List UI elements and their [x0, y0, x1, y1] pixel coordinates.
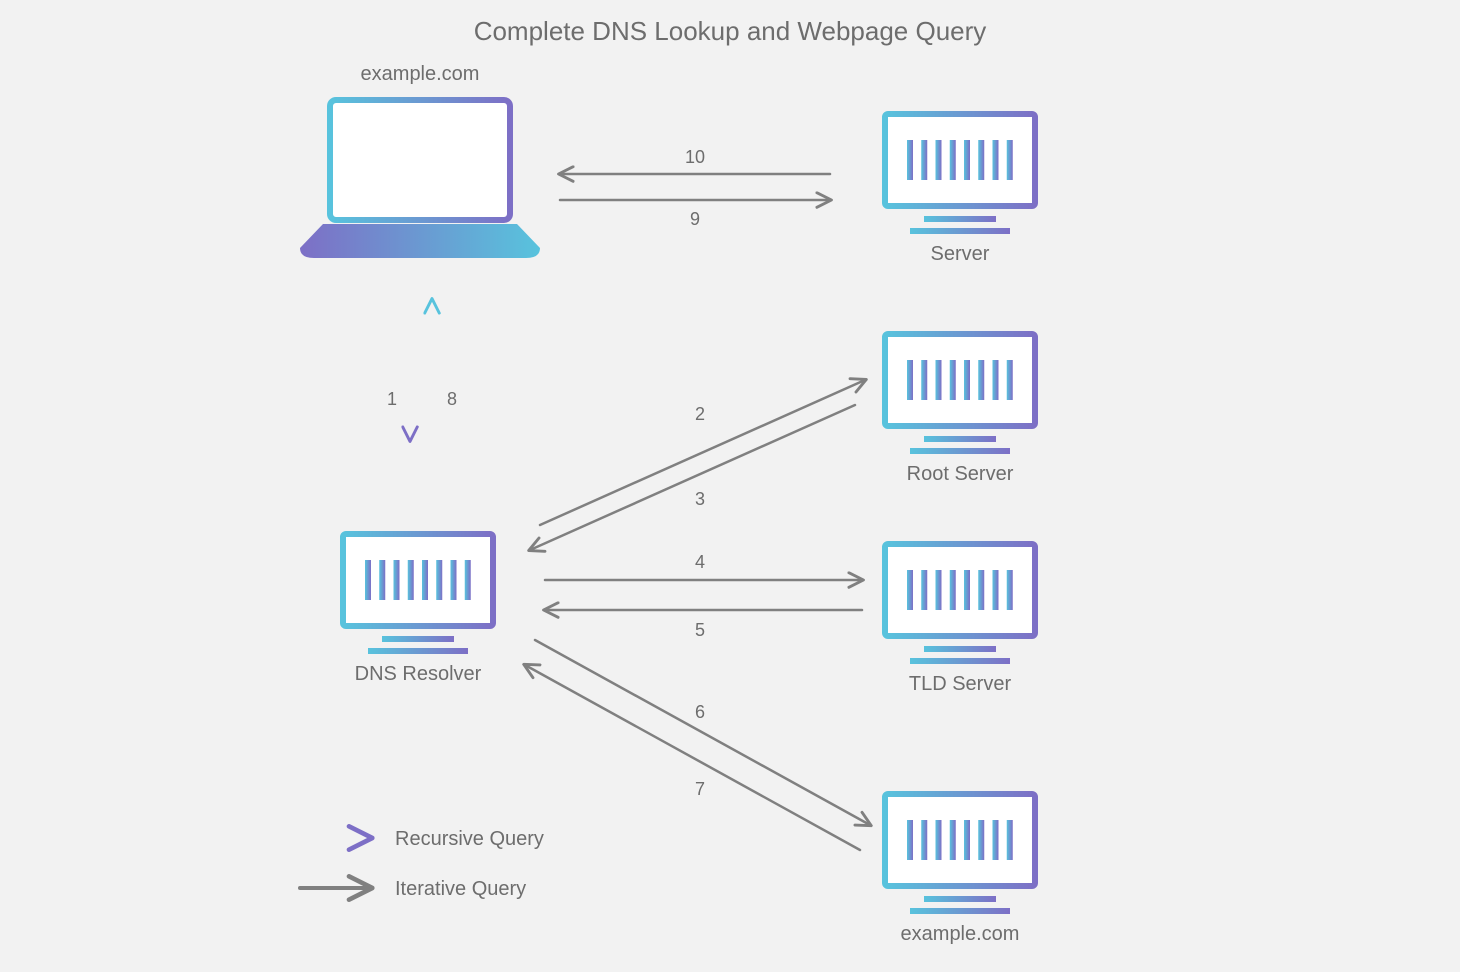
node-auth: example.com: [885, 794, 1035, 945]
node-root: Root Server: [885, 334, 1035, 485]
diagram-title: Complete DNS Lookup and Webpage Query: [474, 16, 987, 46]
node-label-tld: TLD Server: [909, 673, 1012, 695]
nodes-layer: example.com Server DNS Resolver Root Server…: [300, 63, 1035, 945]
step-label-2: 2: [695, 404, 705, 424]
step-label-5: 5: [695, 620, 705, 640]
arrow-step-3: [530, 405, 855, 550]
node-label-resolver: DNS Resolver: [355, 663, 482, 685]
step-label-6: 6: [695, 702, 705, 722]
node-label-server: Server: [931, 243, 990, 265]
step-label-10: 10: [685, 147, 705, 167]
legend: Recursive Query Iterative Query: [300, 828, 544, 900]
step-label-1: 1: [387, 389, 397, 409]
step-label-7: 7: [695, 779, 705, 799]
node-resolver: DNS Resolver: [343, 534, 493, 685]
legend-label-recursive: Recursive Query: [395, 828, 544, 850]
step-label-4: 4: [695, 552, 705, 572]
node-label-auth: example.com: [901, 923, 1020, 945]
node-label-client: example.com: [361, 63, 480, 85]
step-label-9: 9: [690, 209, 700, 229]
legend-label-iterative: Iterative Query: [395, 878, 526, 900]
arrow-step-7: [525, 665, 860, 850]
node-server: Server: [885, 114, 1035, 265]
step-label-8: 8: [447, 389, 457, 409]
step-label-3: 3: [695, 489, 705, 509]
node-label-root: Root Server: [907, 463, 1014, 485]
node-tld: TLD Server: [885, 544, 1035, 695]
node-client: example.com: [300, 63, 540, 258]
